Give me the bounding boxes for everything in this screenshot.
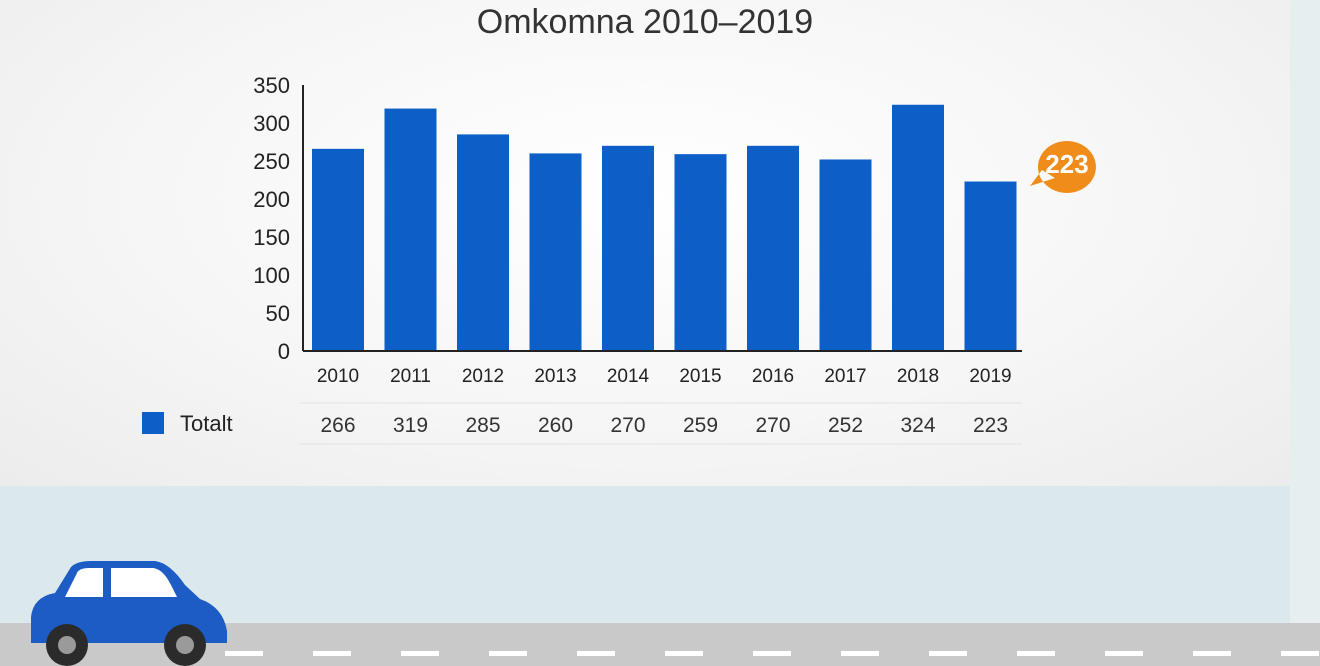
y-tick-label: 100 (253, 263, 290, 288)
right-edge-strip (1290, 0, 1320, 666)
bar (964, 181, 1017, 351)
lane-dash (753, 651, 791, 656)
lane-dash (313, 651, 351, 656)
lane-dash (1281, 651, 1319, 656)
table-value: 266 (320, 414, 355, 437)
y-tick-label: 150 (253, 225, 290, 250)
bar (312, 148, 364, 351)
x-tick-label: 2018 (897, 366, 939, 387)
y-tick-label: 250 (253, 149, 290, 174)
table-value: 260 (538, 414, 573, 437)
lane-dash (929, 651, 967, 656)
lane-dash (1105, 651, 1143, 656)
table-value: 223 (973, 414, 1008, 437)
x-tick-label: 2011 (390, 366, 431, 387)
x-tick-label: 2017 (824, 366, 866, 387)
x-axis-labels: 2010 2011 2012 2013 2014 2015 2016 2017 2018 2019 (317, 366, 1012, 387)
bars (312, 104, 1017, 351)
table-value: 252 (828, 414, 863, 437)
lane-dash (489, 651, 527, 656)
legend-label: Totalt (180, 411, 233, 436)
table-value: 270 (610, 414, 645, 437)
table-value: 259 (683, 414, 718, 437)
y-tick-label: 300 (253, 111, 290, 136)
x-tick-label: 2015 (679, 366, 721, 387)
value-callout: 223 (1030, 141, 1096, 193)
data-table-values: 266 319 285 260 270 259 270 252 324 223 (320, 414, 1008, 437)
lane-dash (841, 651, 879, 656)
x-tick-label: 2014 (607, 366, 650, 387)
y-tick-label: 350 (253, 73, 290, 98)
lane-dash (577, 651, 615, 656)
lane-dash (401, 651, 439, 656)
lane-dash (1017, 651, 1055, 656)
table-value: 285 (465, 414, 500, 437)
x-tick-label: 2013 (534, 366, 576, 387)
x-tick-label: 2010 (317, 366, 359, 387)
lane-dash (225, 651, 263, 656)
callout-label: 223 (1045, 149, 1088, 179)
lane-dash (1193, 651, 1231, 656)
callout-bubble (1030, 141, 1096, 193)
y-tick-label: 0 (278, 339, 290, 364)
bar (384, 108, 437, 351)
bar (529, 153, 582, 351)
bar (819, 159, 872, 351)
x-tick-label: 2019 (969, 366, 1011, 387)
x-tick-label: 2016 (752, 366, 794, 387)
bar (892, 104, 944, 351)
bar (602, 145, 654, 351)
legend-swatch (142, 412, 164, 434)
table-value: 319 (393, 414, 428, 437)
chart-title: Omkomna 2010–2019 (476, 3, 814, 41)
y-tick-label: 200 (253, 187, 290, 212)
bar (457, 134, 509, 351)
lane-dash (665, 651, 703, 656)
table-value: 270 (755, 414, 790, 437)
bar (747, 145, 799, 351)
car-icon (31, 561, 227, 666)
y-tick-label: 50 (266, 301, 290, 326)
table-value: 324 (900, 414, 935, 437)
x-tick-label: 2012 (462, 366, 504, 387)
y-axis-ticks: 0 50 100 150 200 250 300 350 (253, 73, 290, 364)
bar (674, 154, 727, 351)
